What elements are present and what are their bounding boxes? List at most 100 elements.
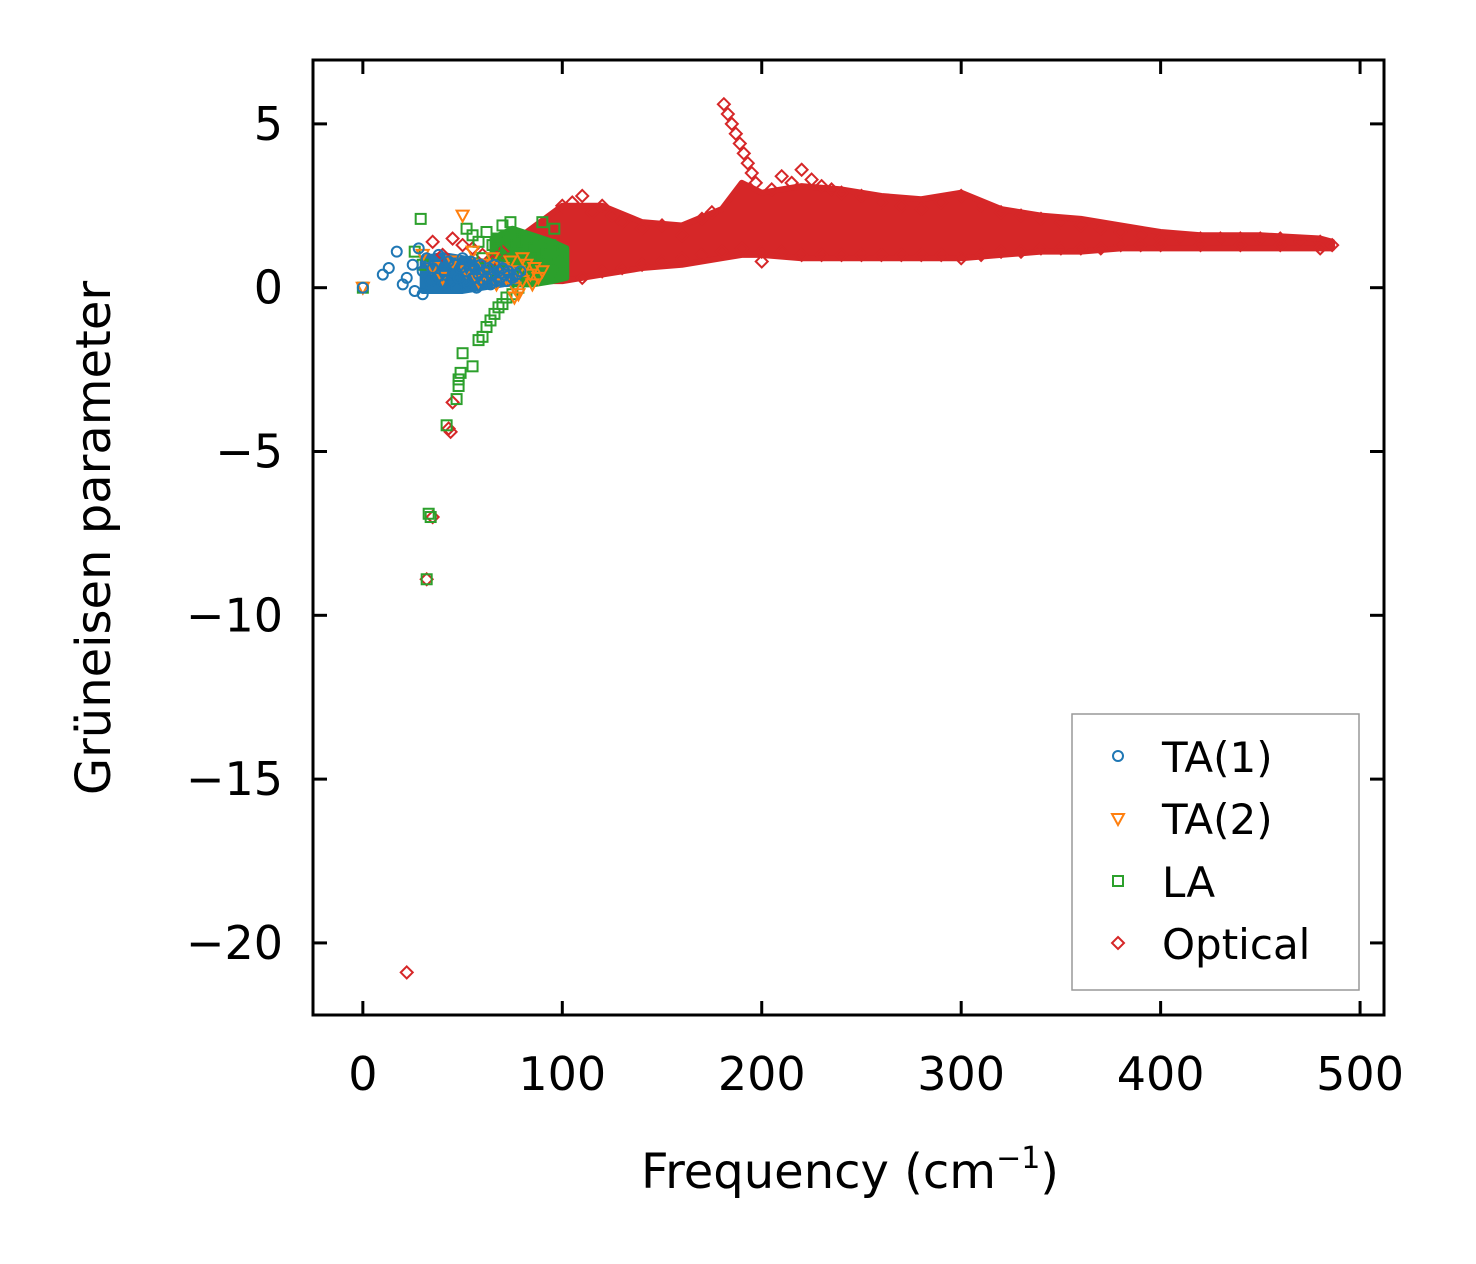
point-optical [784,175,800,191]
point-ta2 [530,271,547,286]
point-optical [694,211,710,227]
point-optical [873,247,889,263]
legend-label-ta2: TA(2) [1161,795,1273,844]
point-optical [1193,231,1208,246]
point-la [454,366,467,379]
point-la [548,222,561,235]
point-ta1 [412,242,425,255]
point-optical [564,195,580,210]
point-ta1 [406,258,419,271]
point-optical [748,175,764,191]
point-optical [933,247,949,263]
point-optical [1193,237,1208,253]
optical-point-cloud [519,179,1336,285]
point-la [496,298,509,311]
point-ta1 [356,281,369,294]
point-optical [594,263,610,279]
point-optical [728,126,744,142]
point-optical [1213,231,1228,246]
axis-ticks: 0 100 200 300 400 500 5 0 −5 −10 −15 −20 [186,60,1404,1101]
y-axis-title: Grüneisen parameter [66,281,122,796]
point-la [556,265,569,278]
point-la [484,314,497,327]
point-la [504,216,517,229]
y-tick-label: −10 [186,588,283,642]
point-optical [634,257,650,273]
point-optical [933,195,949,210]
legend-marker-ta1 [1112,750,1124,762]
point-optical [704,204,720,220]
legend-label-optical: Optical [1162,920,1310,969]
point-la [556,245,569,258]
point-optical [694,247,710,263]
point-optical [634,221,650,237]
point-optical [584,204,600,220]
point-optical [1033,240,1049,256]
point-optical [993,244,1009,260]
point-optical [854,247,869,263]
point-la [544,239,557,252]
point-optical [1292,234,1308,250]
point-la [528,242,541,255]
point-ta1 [496,262,509,275]
point-optical [1113,237,1129,253]
point-optical [716,96,732,112]
point-optical [993,204,1009,220]
point-optical [594,198,610,214]
point-la [492,232,505,245]
point-ta2 [534,265,551,280]
point-optical [736,145,752,161]
point-optical [873,195,889,210]
point-ta2 [514,252,531,267]
x-tick-label: 400 [1117,1047,1205,1101]
point-optical [814,247,829,263]
point-optical [893,247,909,263]
point-optical [1093,221,1109,237]
point-la [488,307,501,320]
point-optical [1053,240,1069,256]
point-optical [714,244,730,260]
legend-label-la: LA [1162,858,1215,907]
point-optical [754,244,770,260]
point-la [476,252,489,265]
legend-marker-ta2 [1110,813,1126,828]
point-optical [1153,231,1169,246]
point-optical [574,270,590,286]
point-optical [834,247,849,263]
point-optical [774,168,790,184]
point-ta1 [430,271,443,284]
point-la [450,393,463,406]
y-tick-label: −15 [186,752,283,806]
point-la [456,347,469,360]
point-optical [1173,231,1188,246]
x-tick-label: 300 [917,1047,1005,1101]
point-optical [1013,244,1029,260]
data-points [355,96,1340,980]
point-optical [654,254,670,269]
point-la [414,212,427,225]
point-optical [1232,231,1248,246]
point-ta2 [524,278,541,293]
point-ta1 [432,248,445,261]
point-ta2 [510,288,527,303]
point-optical [1033,211,1049,227]
point-la [520,232,533,245]
y-tick-label: −20 [186,916,283,970]
point-optical [425,234,441,250]
point-optical [764,181,780,197]
point-optical [1252,231,1268,246]
point-optical [804,172,820,187]
point-la [452,379,465,392]
point-optical [834,185,849,201]
point-optical [614,214,630,230]
point-ta1 [514,265,527,278]
point-optical [1272,231,1288,246]
point-optical [913,247,929,263]
point-la [472,334,485,347]
point-optical [445,231,461,246]
y-tick-label: 5 [254,97,283,151]
point-optical [1073,240,1089,256]
point-optical [455,237,470,253]
point-la [536,216,549,229]
